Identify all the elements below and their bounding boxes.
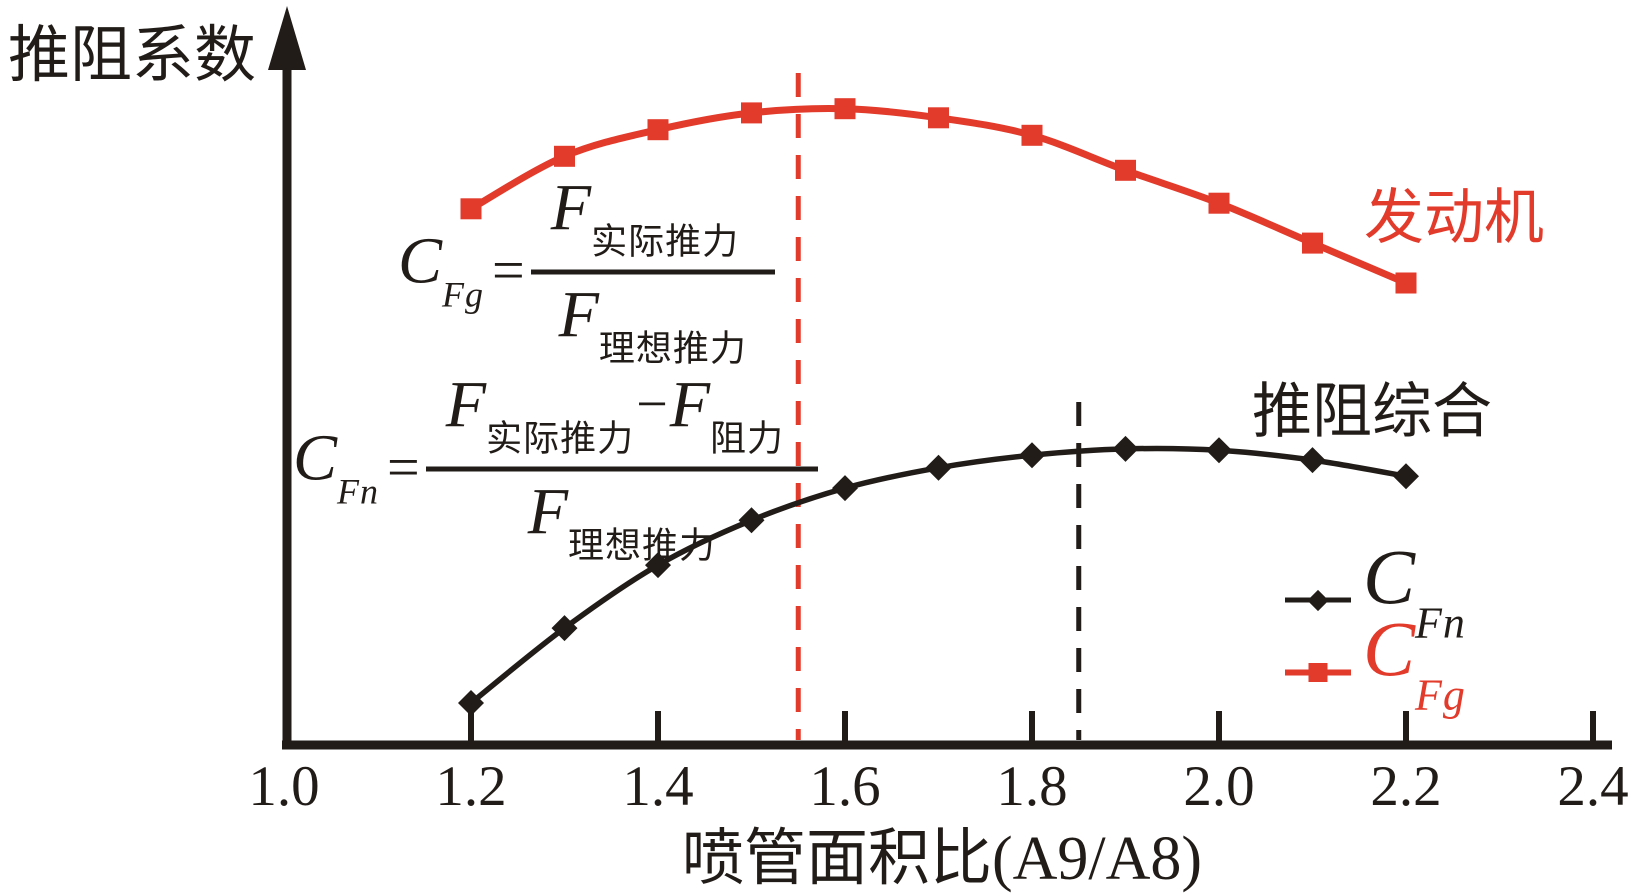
formula-cfn-lhs-symbol: C xyxy=(293,421,338,494)
x-tick-label-2.4: 2.4 xyxy=(1557,755,1629,818)
x-tick-label-1.2: 1.2 xyxy=(435,755,507,818)
formula-cfg: CFg = F实际推力 F理想推力 xyxy=(398,174,775,367)
marker-C_Fn-2.2 xyxy=(1393,463,1419,490)
marker-C_Fn-1.9 xyxy=(1112,435,1139,462)
marker-C_Fn-1.3 xyxy=(551,615,578,642)
formula-cfg-lhs: CFg xyxy=(398,228,485,314)
formula-cfn-lhs: CFn xyxy=(293,425,380,511)
y-axis-title: 推阻系数 xyxy=(8,22,257,90)
formula-cfg-denominator: F理想推力 xyxy=(559,275,747,367)
x-axis-title: 喷管面积比(A9/A8) xyxy=(681,825,1203,893)
marker-C_Fg-1.3 xyxy=(554,145,575,167)
marker-C_Fn-2.1 xyxy=(1299,447,1326,474)
marker-C_Fg-1.6 xyxy=(834,98,856,120)
formula-cfg-num-subscript: 实际推力 xyxy=(591,221,740,262)
formula-cfn-den-symbol: F xyxy=(527,475,569,549)
formula-cfn: CFn = F实际推力−F阻力 F理想推力 xyxy=(293,368,819,564)
marker-C_Fg-1.5 xyxy=(741,102,762,124)
marker-C_Fg-1.9 xyxy=(1115,159,1136,181)
legend-item-cfn: CFn xyxy=(1285,538,1466,654)
legend-cfn-symbol: C xyxy=(1363,533,1416,621)
x-tick-label-2.0: 2.0 xyxy=(1183,755,1255,818)
legend-line-cfg xyxy=(1285,662,1351,682)
marker-C_Fg-1.7 xyxy=(928,107,949,129)
marker-C_Fn-1.8 xyxy=(1019,442,1045,469)
marker-C_Fg-1.2 xyxy=(460,198,482,220)
x-tick-label-1.8: 1.8 xyxy=(996,755,1068,818)
square-marker-icon xyxy=(1308,662,1328,682)
marker-C_Fn-1.7 xyxy=(925,454,952,481)
formula-cfg-fraction: F实际推力 F理想推力 xyxy=(530,171,775,367)
marker-C_Fn-2 xyxy=(1206,437,1232,464)
formula-cfg-den-subscript: 理想推力 xyxy=(598,328,747,369)
formula-cfn-num-subscript-1: 实际推力 xyxy=(486,418,635,459)
legend-cfg-subscript: Fg xyxy=(1415,670,1466,720)
formula-cfg-lhs-symbol: C xyxy=(398,224,443,297)
formula-cfg-num-symbol: F xyxy=(550,171,592,245)
diamond-marker-icon xyxy=(1307,589,1329,611)
formula-cfn-lhs-subscript: Fn xyxy=(337,471,380,511)
legend-cfn-subscript: Fn xyxy=(1415,598,1466,648)
marker-C_Fg-2.1 xyxy=(1302,232,1323,254)
legend-label-cfn: CFn xyxy=(1363,538,1466,648)
formula-cfn-equals: = xyxy=(387,434,420,499)
series-label-engine: 发动机 xyxy=(1364,185,1544,251)
legend-item-cfg: CFg xyxy=(1285,610,1466,726)
formula-cfn-denominator: F理想推力 xyxy=(528,472,716,564)
marker-C_Fg-2.2 xyxy=(1395,272,1417,294)
formula-cfg-den-symbol: F xyxy=(558,278,599,352)
formula-cfg-numerator: F实际推力 xyxy=(530,171,775,275)
legend-cfg-symbol: C xyxy=(1363,605,1416,693)
y-axis-arrow-icon xyxy=(268,6,306,70)
x-tick-label-1.0: 1.0 xyxy=(248,755,320,818)
series-label-thrust-drag-combined: 推阻综合 xyxy=(1252,379,1492,445)
formula-cfg-equals: = xyxy=(492,237,525,302)
x-tick-label-2.2: 2.2 xyxy=(1370,755,1442,818)
formula-cfn-numerator: F实际推力−F阻力 xyxy=(425,368,819,472)
formula-cfg-lhs-subscript: Fg xyxy=(442,274,485,314)
legend-label-cfg: CFg xyxy=(1363,610,1466,720)
formula-cfn-num-symbol-2: F xyxy=(669,368,711,442)
marker-C_Fg-1.8 xyxy=(1021,124,1043,146)
marker-C_Fn-1.5 xyxy=(738,507,765,534)
marker-C_Fn-1.2 xyxy=(458,690,484,716)
formula-cfn-den-subscript: 理想推力 xyxy=(568,525,717,566)
marker-C_Fn-1.4 xyxy=(645,552,671,579)
formula-cfn-num-symbol-1: F xyxy=(445,368,487,442)
formula-cfn-num-subscript-2: 阻力 xyxy=(710,418,785,459)
marker-C_Fn-1.6 xyxy=(832,475,858,502)
legend-line-cfn xyxy=(1285,589,1351,611)
marker-C_Fg-2 xyxy=(1208,192,1230,214)
formula-cfn-fraction: F实际推力−F阻力 F理想推力 xyxy=(425,368,819,564)
formula-cfn-minus: − xyxy=(636,373,668,436)
marker-C_Fg-1.4 xyxy=(647,119,669,141)
x-tick-label-1.6: 1.6 xyxy=(809,755,881,818)
x-tick-label-1.4: 1.4 xyxy=(622,755,694,818)
